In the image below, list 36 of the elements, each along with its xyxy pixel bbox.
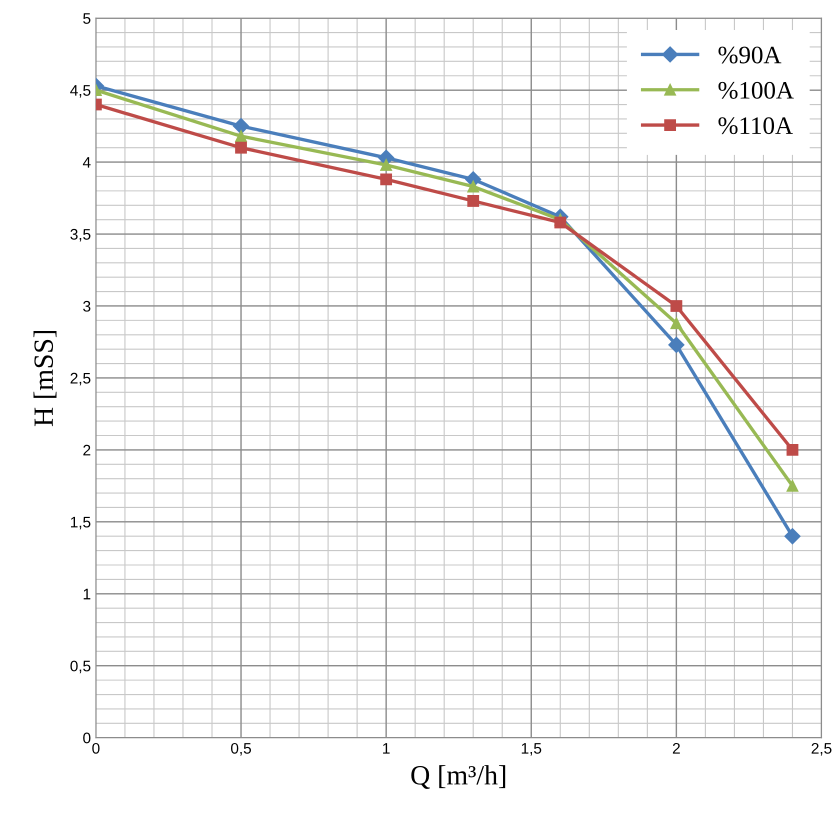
legend-label: %100A [718,82,794,99]
x-tick-label: 1 [383,743,390,754]
point [232,118,250,134]
y-tick-label: 2,5 [70,372,90,386]
x-tick-label: 0,5 [231,742,252,756]
x-tick-label: 2 [672,742,680,754]
point [668,336,684,353]
point [554,216,566,228]
y-axis-title: H [mSS] [34,330,56,426]
point [670,300,682,312]
point [467,195,480,207]
point [235,142,247,154]
point [670,317,682,330]
point [786,480,798,492]
point [235,130,247,142]
y-tick-label: 1,5 [70,516,90,530]
y-tick-label: 5 [83,13,90,24]
x-tick-label: 0 [92,742,100,754]
point [380,173,392,186]
y-tick-label: 0,5 [70,660,90,674]
y-tick-label: 3,5 [70,228,90,242]
legend-label: %90A [718,46,782,64]
y-tick-label: 2 [83,444,90,456]
point [784,528,801,544]
legend-label: %110A [718,117,793,134]
point [467,180,480,192]
y-tick-label: 4,5 [70,85,90,98]
point [380,159,392,171]
point [786,444,798,456]
y-tick-label: 0 [83,732,90,744]
y-tick-label: 1 [84,588,90,600]
y-tick-label: 4 [82,157,91,168]
x-tick-label: 1,5 [522,743,542,756]
y-tick-label: 3 [83,300,90,312]
x-tick-label: 2,5 [812,742,832,756]
x-axis-title: Q [m³/h] [411,765,506,789]
